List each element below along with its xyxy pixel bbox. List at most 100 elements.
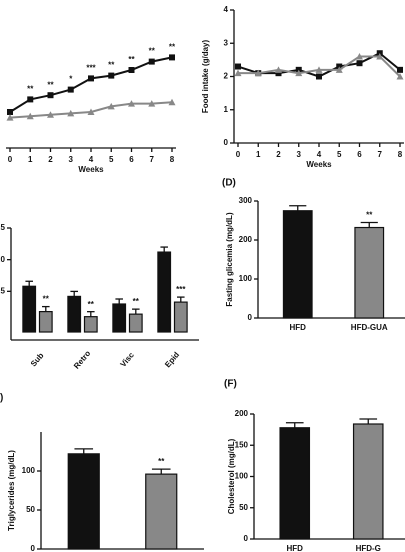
marker — [128, 67, 135, 73]
x-tick-label: Retro — [72, 349, 92, 371]
marker — [397, 66, 403, 73]
x-tick-label: 4 — [317, 150, 322, 159]
y-tick-label: 100 — [235, 472, 249, 481]
marker — [356, 60, 363, 67]
x-tick-label: 3 — [69, 155, 74, 164]
x-tick-label: HFD-GUA — [351, 323, 388, 332]
y-tick-label: 1 — [224, 105, 229, 114]
marker — [7, 109, 13, 115]
significance: *** — [86, 64, 96, 73]
x-tick-label: 5 — [337, 150, 342, 159]
y-tick-label: 0 — [224, 138, 229, 147]
y-axis-label: Cholesterol (mg/dL) — [227, 438, 236, 514]
x-axis-label: Weeks — [78, 165, 104, 174]
x-tick-label: Sub — [29, 351, 46, 368]
bar — [352, 423, 384, 540]
significance: ** — [158, 457, 165, 466]
bar — [83, 316, 98, 333]
marker — [335, 66, 343, 73]
x-tick-label: 4 — [89, 155, 94, 164]
x-tick-label: 0 — [8, 155, 13, 164]
y-tick-label: 300 — [239, 196, 253, 205]
marker — [128, 100, 135, 107]
significance: ** — [88, 300, 95, 309]
significance: ** — [149, 47, 156, 56]
marker — [396, 73, 404, 80]
marker — [168, 98, 176, 106]
x-tick-label: 7 — [378, 150, 383, 159]
significance: ** — [366, 211, 373, 220]
marker — [88, 75, 94, 82]
marker — [27, 96, 34, 103]
panel-label: (D) — [222, 178, 236, 189]
bar — [112, 303, 127, 333]
y-tick-label: 0 — [244, 534, 249, 543]
marker — [275, 70, 282, 77]
marker — [275, 66, 282, 73]
x-tick-label: 2 — [276, 150, 281, 159]
x-tick-label: 2 — [48, 155, 53, 164]
y-tick-label: 100 — [22, 466, 36, 475]
marker — [47, 111, 54, 118]
marker — [47, 92, 54, 99]
marker — [107, 102, 115, 110]
significance: ** — [27, 85, 34, 94]
x-tick-label: 1 — [28, 155, 33, 164]
y-tick-label: 0 — [31, 544, 36, 552]
marker — [67, 109, 75, 117]
significance: ** — [47, 80, 54, 89]
y-tick-label: 3 — [224, 38, 229, 47]
significance: ** — [43, 295, 50, 304]
marker — [108, 72, 115, 79]
y-tick-label: 0.5 — [0, 286, 6, 295]
x-tick-label: 0 — [236, 150, 241, 159]
x-tick-label: HFD-G — [356, 544, 381, 552]
bar — [67, 295, 82, 333]
marker — [169, 54, 175, 61]
bar — [279, 427, 311, 540]
x-tick-label: 8 — [398, 150, 403, 159]
marker — [295, 69, 303, 77]
x-tick-label: 5 — [109, 155, 114, 164]
y-tick-label: 100 — [239, 274, 253, 283]
bar — [282, 210, 313, 319]
y-tick-label: 4 — [224, 5, 229, 14]
bar — [354, 226, 385, 319]
bar — [157, 251, 172, 333]
y-axis-label: Triglycerides (mg/dL) — [7, 450, 16, 531]
bar — [145, 473, 178, 550]
y-tick-label: 1.5 — [0, 223, 6, 232]
marker — [254, 69, 262, 77]
marker — [234, 69, 242, 77]
panel-label: ) — [0, 393, 3, 404]
bar — [22, 285, 37, 333]
marker — [235, 63, 241, 70]
marker — [316, 73, 322, 80]
marker — [148, 58, 155, 65]
marker — [376, 53, 384, 60]
y-axis-label: Fasting glicemia (mg/dL) — [225, 212, 234, 307]
marker — [6, 114, 14, 121]
y-axis-label: Food intake (g/day) — [201, 40, 210, 114]
significance: ** — [108, 61, 115, 70]
significance: *** — [176, 285, 186, 294]
significance: ** — [169, 43, 176, 52]
y-tick-label: 150 — [235, 440, 249, 449]
x-tick-label: Epid — [163, 350, 181, 369]
x-tick-label: 8 — [170, 155, 175, 164]
x-tick-label: 6 — [129, 155, 134, 164]
y-tick-label: 0 — [248, 313, 253, 322]
significance: ** — [133, 297, 140, 306]
y-tick-label: 200 — [235, 409, 249, 418]
y-tick-label: 50 — [239, 503, 248, 512]
x-tick-label: 7 — [150, 155, 155, 164]
x-tick-label: 3 — [297, 150, 302, 159]
bar — [128, 313, 143, 333]
x-axis-label: Weeks — [306, 160, 332, 169]
marker — [67, 86, 74, 93]
panel-label: (F) — [224, 379, 237, 390]
x-tick-label: HFD — [287, 544, 304, 552]
significance: * — [69, 75, 73, 84]
marker — [315, 66, 323, 73]
